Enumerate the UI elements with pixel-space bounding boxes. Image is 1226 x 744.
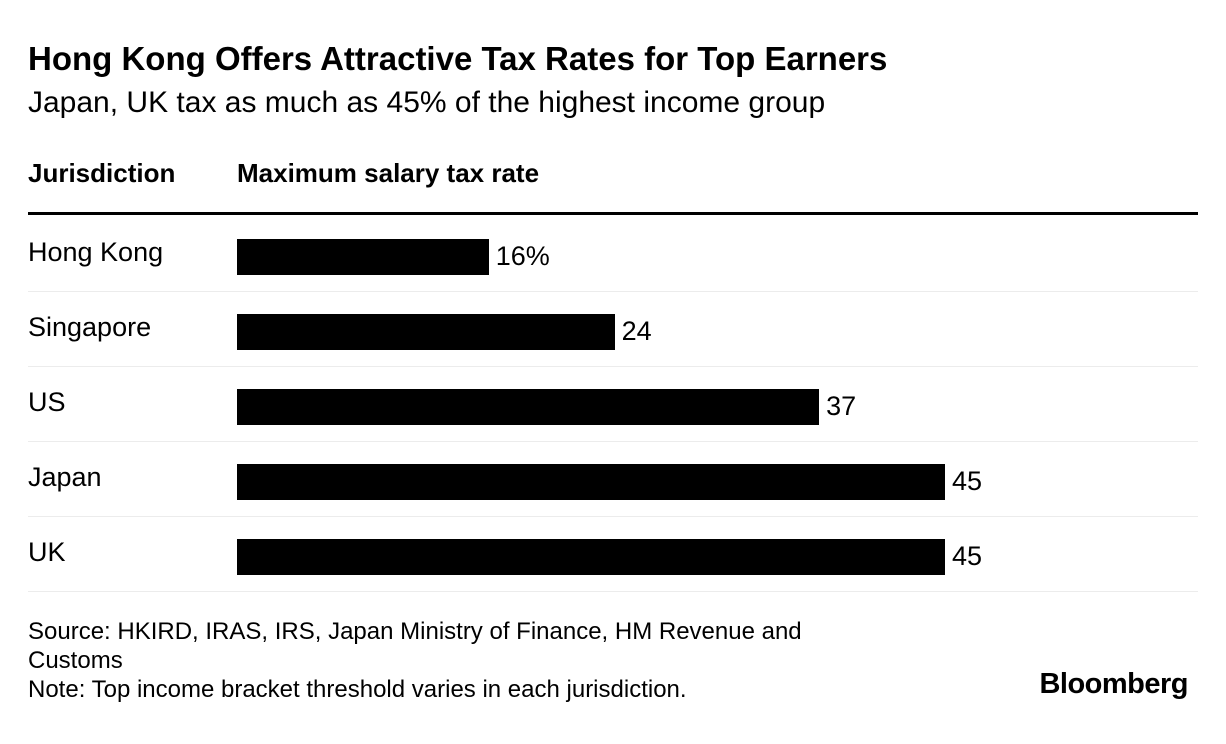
bar-row: UK 45 — [28, 517, 1198, 592]
chart-footer: Source: HKIRD, IRAS, IRS, Japan Ministry… — [28, 617, 848, 704]
column-header-jurisdiction: Jurisdiction — [28, 158, 176, 188]
category-label: US — [28, 387, 66, 417]
row-divider — [28, 516, 1198, 517]
bar-value-label: 45 — [952, 466, 983, 496]
category-label: Japan — [28, 462, 102, 492]
bar — [237, 464, 945, 500]
category-label: Hong Kong — [28, 237, 164, 267]
bloomberg-logo: Bloomberg — [1039, 668, 1188, 700]
column-header-rate: Maximum salary tax rate — [237, 158, 540, 188]
row-divider — [28, 291, 1198, 292]
bar-value-label: 45 — [952, 541, 983, 571]
bar-row: Hong Kong 16% — [28, 217, 1198, 292]
source-note: Source: HKIRD, IRAS, IRS, Japan Ministry… — [28, 618, 802, 674]
row-divider — [28, 366, 1198, 367]
chart-title: Hong Kong Offers Attractive Tax Rates fo… — [28, 40, 888, 77]
bar-row: Japan 45 — [28, 442, 1198, 517]
row-divider — [28, 441, 1198, 442]
bar-value-label: 37 — [826, 391, 857, 421]
category-label: UK — [28, 537, 66, 567]
bar — [237, 389, 820, 425]
row-divider — [28, 591, 1198, 592]
bar — [237, 239, 489, 275]
header-rule — [28, 212, 1198, 215]
category-label: Singapore — [28, 312, 152, 342]
bar-row: Singapore 24 — [28, 292, 1198, 367]
bar-row: US 37 — [28, 367, 1198, 442]
bar-value-label: 16% — [495, 241, 550, 271]
bar-value-label: 24 — [621, 316, 652, 346]
bar — [237, 314, 615, 350]
bar — [237, 539, 945, 575]
footnote: Note: Top income bracket threshold varie… — [28, 676, 687, 703]
chart-subtitle: Japan, UK tax as much as 45% of the high… — [28, 86, 826, 119]
